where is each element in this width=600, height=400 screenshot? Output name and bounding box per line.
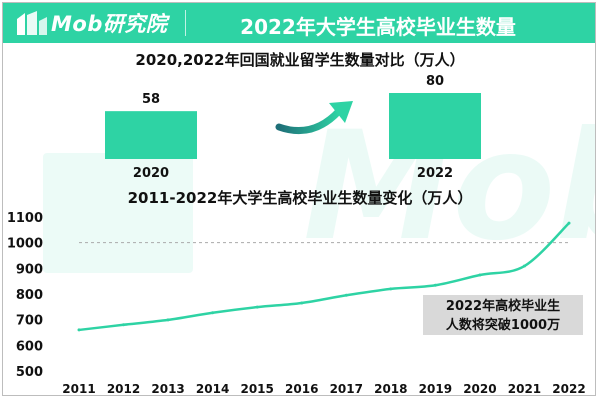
- data-point-2019: [433, 283, 437, 287]
- x-tick-label: 2019: [419, 382, 452, 396]
- bar-value-label: 80: [426, 74, 444, 89]
- data-point-2011: [77, 328, 81, 332]
- data-point-2021: [522, 264, 526, 268]
- x-tick-label: 2018: [374, 382, 407, 396]
- bar-chart: 58 2020 80 2022: [105, 74, 481, 181]
- header-banner: Mob研究院 2022年大学生高校毕业生数量: [3, 3, 595, 43]
- bar-chart-title: 2020,2022年回国就业留学生数量对比（万人）: [135, 51, 465, 69]
- callout-line-2: 人数将突破1000万: [445, 318, 561, 333]
- y-tick-label: 1000: [7, 237, 43, 252]
- x-tick-label: 2016: [285, 382, 318, 396]
- callout-line-1: 2022年高校毕业生: [445, 299, 561, 314]
- data-point-2013: [166, 318, 170, 322]
- x-tick-label: 2012: [107, 382, 140, 396]
- x-tick-label: 2014: [196, 382, 229, 396]
- bar-2022: [389, 93, 481, 159]
- data-point-2017: [344, 293, 348, 297]
- data-point-2020: [478, 273, 482, 277]
- data-point-2022: [567, 221, 571, 225]
- data-point-2018: [389, 287, 393, 291]
- data-point-2012: [122, 323, 126, 327]
- x-tick-label: 2015: [240, 382, 273, 396]
- trend-up-arrow-icon: [275, 101, 353, 135]
- data-point-2016: [300, 301, 304, 305]
- page-title: 2022年大学生高校毕业生数量: [240, 15, 516, 39]
- brand-logo: Mob研究院: [15, 9, 167, 37]
- y-tick-label: 600: [16, 339, 43, 354]
- bar-2020: [105, 111, 197, 159]
- x-tick-label: 2021: [508, 382, 541, 396]
- infographic-frame: Mob Mob研究院 2022年大学生高校毕业生数量 2020,2022年回国就…: [2, 2, 596, 396]
- line-chart: 500 600 700 800 900 1000 1100 2011 2012 2013 2014 2…: [7, 211, 586, 396]
- series-line: [78, 222, 570, 332]
- y-tick-label: 500: [16, 365, 43, 380]
- data-point-2014: [211, 311, 215, 315]
- y-tick-label: 1100: [7, 211, 43, 226]
- callout-box: 2022年高校毕业生 人数将突破1000万: [423, 295, 583, 335]
- data-point-2015: [255, 305, 259, 309]
- x-tick-label: 2013: [151, 382, 184, 396]
- brand-name: Mob研究院: [51, 12, 168, 36]
- header-divider: [185, 10, 186, 36]
- x-tick-label: 2011: [62, 382, 95, 396]
- x-tick-label: 2020: [463, 382, 496, 396]
- y-tick-label: 700: [16, 314, 43, 329]
- y-tick-label: 800: [16, 288, 43, 303]
- bar-category-label: 2020: [133, 166, 169, 181]
- x-tick-label: 2022: [552, 382, 585, 396]
- bar-category-label: 2022: [417, 166, 453, 181]
- mob-logo-icon: [17, 11, 47, 35]
- line-chart-title: 2011-2022年大学生高校毕业生数量变化（万人）: [127, 189, 473, 207]
- x-tick-label: 2017: [330, 382, 363, 396]
- bar-value-label: 58: [142, 92, 160, 107]
- y-tick-label: 900: [16, 262, 43, 277]
